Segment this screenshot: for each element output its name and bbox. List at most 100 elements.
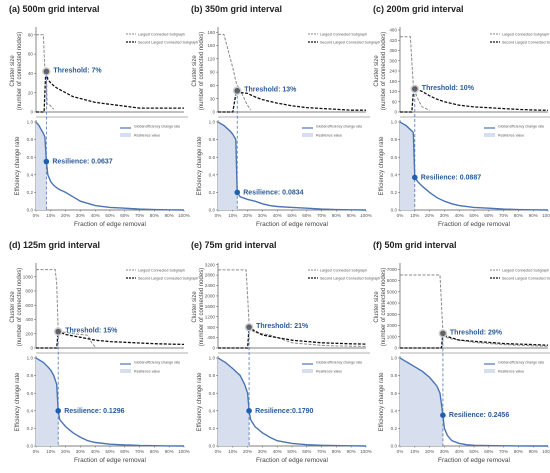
legend-resilience-swatch bbox=[302, 133, 313, 137]
x-tick-label: 10% bbox=[410, 449, 419, 454]
top-y-label: Cluster size bbox=[192, 55, 198, 87]
x-tick-label: 60% bbox=[302, 213, 311, 218]
x-tick-label: 70% bbox=[499, 449, 508, 454]
top-y-tick-label: 360 bbox=[389, 48, 397, 53]
x-tick-label: 100% bbox=[178, 449, 190, 454]
x-tick-label: 70% bbox=[499, 213, 508, 218]
x-tick-label: 20% bbox=[243, 213, 252, 218]
top-y-tick-label: 1200 bbox=[205, 314, 216, 319]
panel-c: (c) 200m grid interval 0 60 120 180 240 300 360… bbox=[373, 4, 550, 228]
legend-efficiency-label: Global efficiency change rate bbox=[134, 125, 180, 129]
threshold-label: Threshold: 21% bbox=[256, 323, 309, 330]
x-tick-label: 50% bbox=[469, 213, 478, 218]
panel-e: (e) 75m grid interval 0 400 800 1200 1600 2000… bbox=[191, 240, 380, 464]
x-tick-label: 50% bbox=[287, 449, 296, 454]
x-tick-label: 90% bbox=[165, 449, 174, 454]
legend-second-label: Second Largest Connected Subgraph bbox=[502, 40, 550, 44]
bottom-y-tick-label: 0.4 bbox=[27, 172, 34, 177]
series-largest bbox=[400, 274, 549, 347]
top-y-tick-label: 3000 bbox=[387, 312, 398, 317]
legend-efficiency-label: Global efficiency change rate bbox=[498, 361, 544, 365]
top-y-tick-label: 120 bbox=[207, 56, 215, 61]
top-y-tick-label: 0 bbox=[212, 110, 215, 115]
x-tick-label: 90% bbox=[529, 449, 538, 454]
bottom-y-tick-label: 0.6 bbox=[27, 391, 34, 396]
x-tick-label: 40% bbox=[273, 213, 282, 218]
top-y-label: Cluster size bbox=[10, 55, 16, 87]
top-y-tick-label: 0 bbox=[30, 346, 33, 351]
top-y-tick-label: 30 bbox=[210, 96, 216, 101]
bottom-y-label: Efficiency change rate bbox=[379, 372, 385, 432]
top-y-label-2: (number of connected nodes) bbox=[199, 268, 205, 346]
x-tick-label: 0% bbox=[215, 449, 222, 454]
legend-largest-label: Largest Connected Subgraph bbox=[138, 268, 185, 272]
bottom-y-tick-label: 0.6 bbox=[27, 155, 34, 160]
resilience-area bbox=[400, 358, 443, 446]
bottom-y-label: Efficiency change rate bbox=[197, 136, 203, 196]
legend-resilience-label: Resilience value bbox=[498, 133, 524, 137]
series-second bbox=[218, 326, 367, 349]
x-tick-label: 20% bbox=[425, 213, 434, 218]
bottom-y-tick-label: 0.0 bbox=[391, 208, 398, 213]
resilience-area bbox=[218, 358, 250, 446]
top-y-tick-label: 420 bbox=[389, 38, 397, 43]
bottom-y-tick-label: 0.4 bbox=[209, 172, 216, 177]
x-tick-label: 10% bbox=[46, 449, 55, 454]
resilience-label: Resilience: 0.2456 bbox=[449, 412, 509, 419]
series-efficiency bbox=[35, 121, 185, 211]
resilience-marker bbox=[440, 412, 446, 419]
top-y-label-2: (number of connected nodes) bbox=[17, 268, 23, 346]
bottom-y-tick-label: 0.0 bbox=[27, 444, 34, 449]
x-axis-label: Fraction of edge removal bbox=[256, 457, 328, 464]
legend-efficiency-label: Global efficiency change rate bbox=[316, 125, 362, 129]
bottom-y-tick-label: 1.0 bbox=[27, 120, 34, 125]
panel-title: (c) 200m grid interval bbox=[373, 4, 464, 14]
x-tick-label: 0% bbox=[397, 449, 404, 454]
x-tick-label: 70% bbox=[135, 213, 144, 218]
top-y-tick-label: 180 bbox=[207, 30, 215, 35]
resilience-area bbox=[36, 122, 47, 210]
legend-largest-label: Largest Connected Subgraph bbox=[320, 268, 367, 272]
x-axis-label: Fraction of edge removal bbox=[438, 221, 510, 228]
panel-b: (b) 350m grid interval 0 30 60 90 120 150 180 Cl… bbox=[191, 4, 380, 228]
x-axis-label: Fraction of edge removal bbox=[74, 221, 146, 228]
top-y-tick-label: 4000 bbox=[387, 301, 398, 306]
top-y-tick-label: 60 bbox=[392, 99, 398, 104]
bottom-y-tick-label: 0.8 bbox=[391, 373, 398, 378]
top-y-tick-label: 7000 bbox=[387, 267, 398, 272]
x-tick-label: 30% bbox=[76, 213, 85, 218]
top-y-tick-label: 0 bbox=[30, 110, 33, 115]
legend-largest-label: Largest Connected Subgraph bbox=[138, 32, 185, 36]
x-tick-label: 80% bbox=[150, 449, 159, 454]
x-tick-label: 80% bbox=[514, 213, 523, 218]
top-y-tick-label: 2400 bbox=[205, 283, 216, 288]
top-y-tick-label: 300 bbox=[389, 58, 397, 63]
x-tick-label: 60% bbox=[120, 213, 129, 218]
top-y-tick-label: 800 bbox=[207, 325, 215, 330]
bottom-y-tick-label: 0.6 bbox=[391, 155, 398, 160]
legend-largest-label: Largest Connected Subgraph bbox=[320, 32, 367, 36]
legend-resilience-label: Resilience value bbox=[134, 369, 160, 373]
panel-f: (f) 50m grid interval 0 1000 2000 3000 4000 50… bbox=[373, 240, 550, 464]
x-tick-label: 80% bbox=[332, 449, 341, 454]
x-tick-label: 40% bbox=[91, 213, 100, 218]
x-tick-label: 90% bbox=[347, 449, 356, 454]
panel-title: (e) 75m grid interval bbox=[191, 240, 277, 250]
legend-second-label: Second Largest Connected Subgraph bbox=[320, 276, 380, 280]
x-tick-label: 20% bbox=[61, 213, 70, 218]
panel-a: (a) 500m grid interval 0 20 40 60 80 Cluster s… bbox=[9, 4, 198, 228]
top-y-tick-label: 0 bbox=[394, 110, 397, 115]
top-y-tick-label: 2000 bbox=[205, 294, 216, 299]
legend-efficiency-label: Global efficiency change rate bbox=[498, 125, 544, 129]
panel-d: (d) 125m grid interval 0 200 400 600 800 1000 C… bbox=[9, 240, 198, 464]
bottom-y-tick-label: 0.8 bbox=[27, 373, 34, 378]
x-tick-label: 80% bbox=[332, 213, 341, 218]
bottom-y-label: Efficiency change rate bbox=[379, 136, 385, 196]
x-tick-label: 60% bbox=[484, 449, 493, 454]
bottom-y-tick-label: 0.2 bbox=[27, 190, 34, 195]
x-tick-label: 30% bbox=[440, 213, 449, 218]
x-tick-label: 80% bbox=[514, 449, 523, 454]
threshold-label: Threshold: 15% bbox=[65, 328, 118, 335]
resilience-marker bbox=[234, 189, 241, 196]
resilience-area bbox=[36, 358, 59, 446]
